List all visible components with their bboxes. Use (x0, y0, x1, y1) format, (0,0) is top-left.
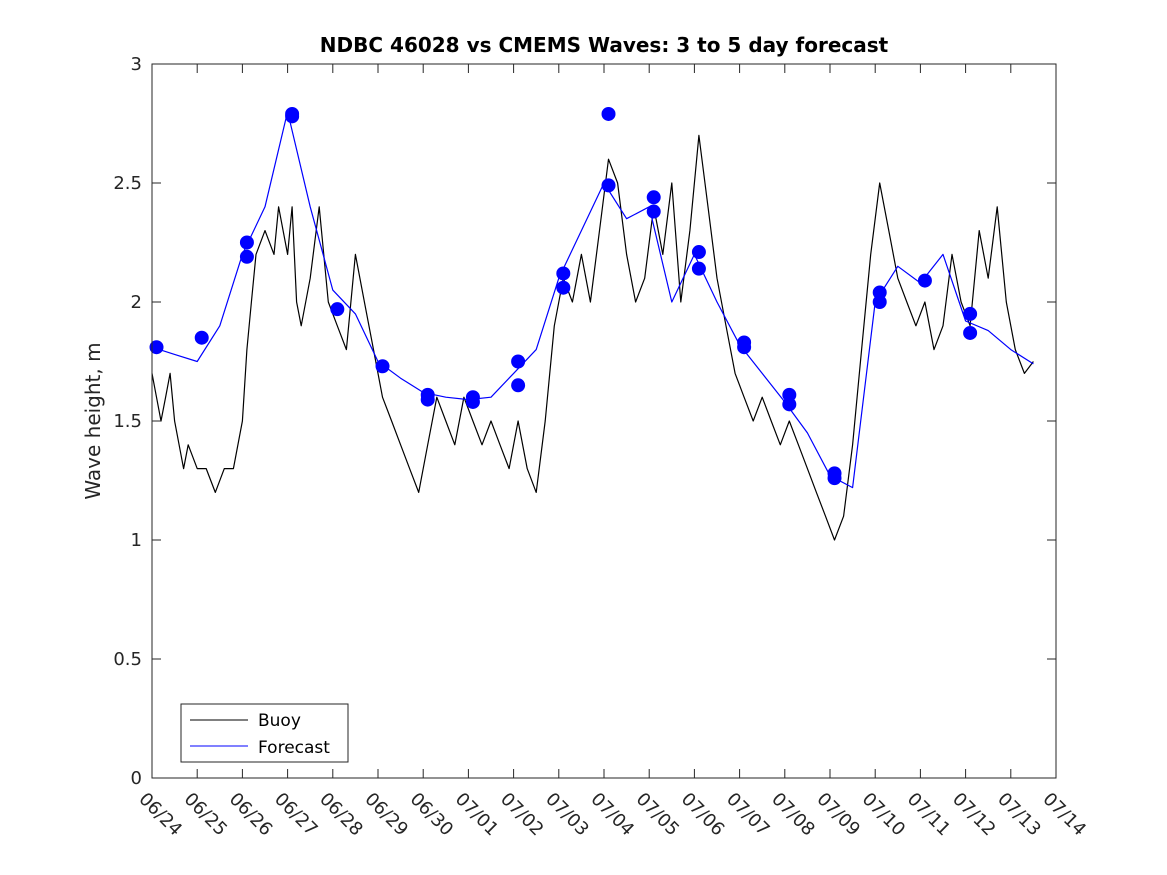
y-tick-label: 0 (131, 768, 142, 789)
x-tick-label: 06/28 (315, 789, 367, 841)
x-tick-label: 07/12 (948, 789, 1000, 841)
forecast-marker (601, 178, 616, 193)
legend-label-forecast: Forecast (258, 738, 330, 758)
forecast-marker (511, 354, 526, 369)
series-line-forecast (151, 111, 1034, 489)
x-tick-label: 06/24 (134, 789, 186, 841)
forecast-marker (465, 394, 480, 409)
y-tick-label: 3 (131, 54, 142, 75)
forecast-marker (691, 245, 706, 260)
y-tick-label: 1 (131, 530, 142, 551)
forecast-marker (872, 295, 887, 309)
y-axis: 0 0.5 1 1.5 2 2.5 3 (113, 54, 1056, 789)
forecast-marker (917, 273, 932, 288)
y-tick-label: 0.5 (113, 649, 142, 670)
x-tick-label: 06/27 (270, 789, 322, 841)
y-tick-label: 1.5 (113, 411, 142, 432)
forecast-marker (737, 340, 752, 355)
y-tick-label: 2.5 (113, 173, 142, 194)
series-line-buoy (151, 134, 1034, 541)
x-tick-label: 07/14 (1038, 789, 1090, 841)
plot-background (152, 64, 1056, 778)
x-tick-label: 07/01 (451, 789, 503, 841)
forecast-marker (601, 106, 616, 121)
x-tick-label: 07/04 (586, 789, 638, 841)
forecast-marker (556, 266, 571, 281)
y-tick-label: 2 (131, 292, 142, 313)
forecast-marker (375, 359, 390, 374)
x-tick-label: 07/10 (858, 789, 910, 841)
forecast-marker (827, 471, 842, 486)
forecast-marker (420, 392, 435, 407)
x-tick-label: 07/05 (632, 789, 684, 841)
x-tick-label: 06/25 (180, 789, 232, 841)
forecast-marker (963, 306, 978, 321)
x-tick-label: 07/06 (677, 789, 729, 841)
legend-label-buoy: Buoy (258, 711, 301, 731)
x-tick-label: 07/02 (496, 789, 548, 841)
forecast-marker (149, 340, 164, 355)
forecast-marker (646, 190, 661, 205)
forecast-marker (194, 330, 209, 345)
chart-title: NDBC 46028 vs CMEMS Waves: 3 to 5 day fo… (320, 33, 889, 57)
forecast-marker (646, 204, 661, 219)
forecast-marker (239, 235, 254, 250)
x-tick-label: 07/11 (903, 789, 955, 841)
x-tick-label: 07/03 (541, 789, 593, 841)
forecast-marker (556, 280, 571, 295)
data-marks (149, 106, 1034, 541)
forecast-marker (691, 261, 706, 276)
x-tick-label: 06/26 (225, 789, 277, 841)
x-tick-label: 07/08 (767, 789, 819, 841)
legend-box (180, 703, 349, 763)
x-tick-label: 07/13 (993, 789, 1045, 841)
forecast-marker (782, 397, 797, 412)
y-axis-label: Wave height, m (81, 342, 105, 499)
forecast-marker (511, 378, 526, 393)
forecast-marker (963, 325, 978, 340)
x-tick-label: 06/29 (360, 789, 412, 841)
forecast-marker (239, 249, 254, 264)
legend: Buoy Forecast (180, 703, 349, 763)
x-tick-label: 07/07 (722, 789, 774, 841)
x-tick-label: 06/30 (406, 789, 458, 841)
forecast-marker (330, 302, 345, 317)
x-tick-label: 07/09 (812, 789, 864, 841)
forecast-marker (285, 109, 300, 124)
